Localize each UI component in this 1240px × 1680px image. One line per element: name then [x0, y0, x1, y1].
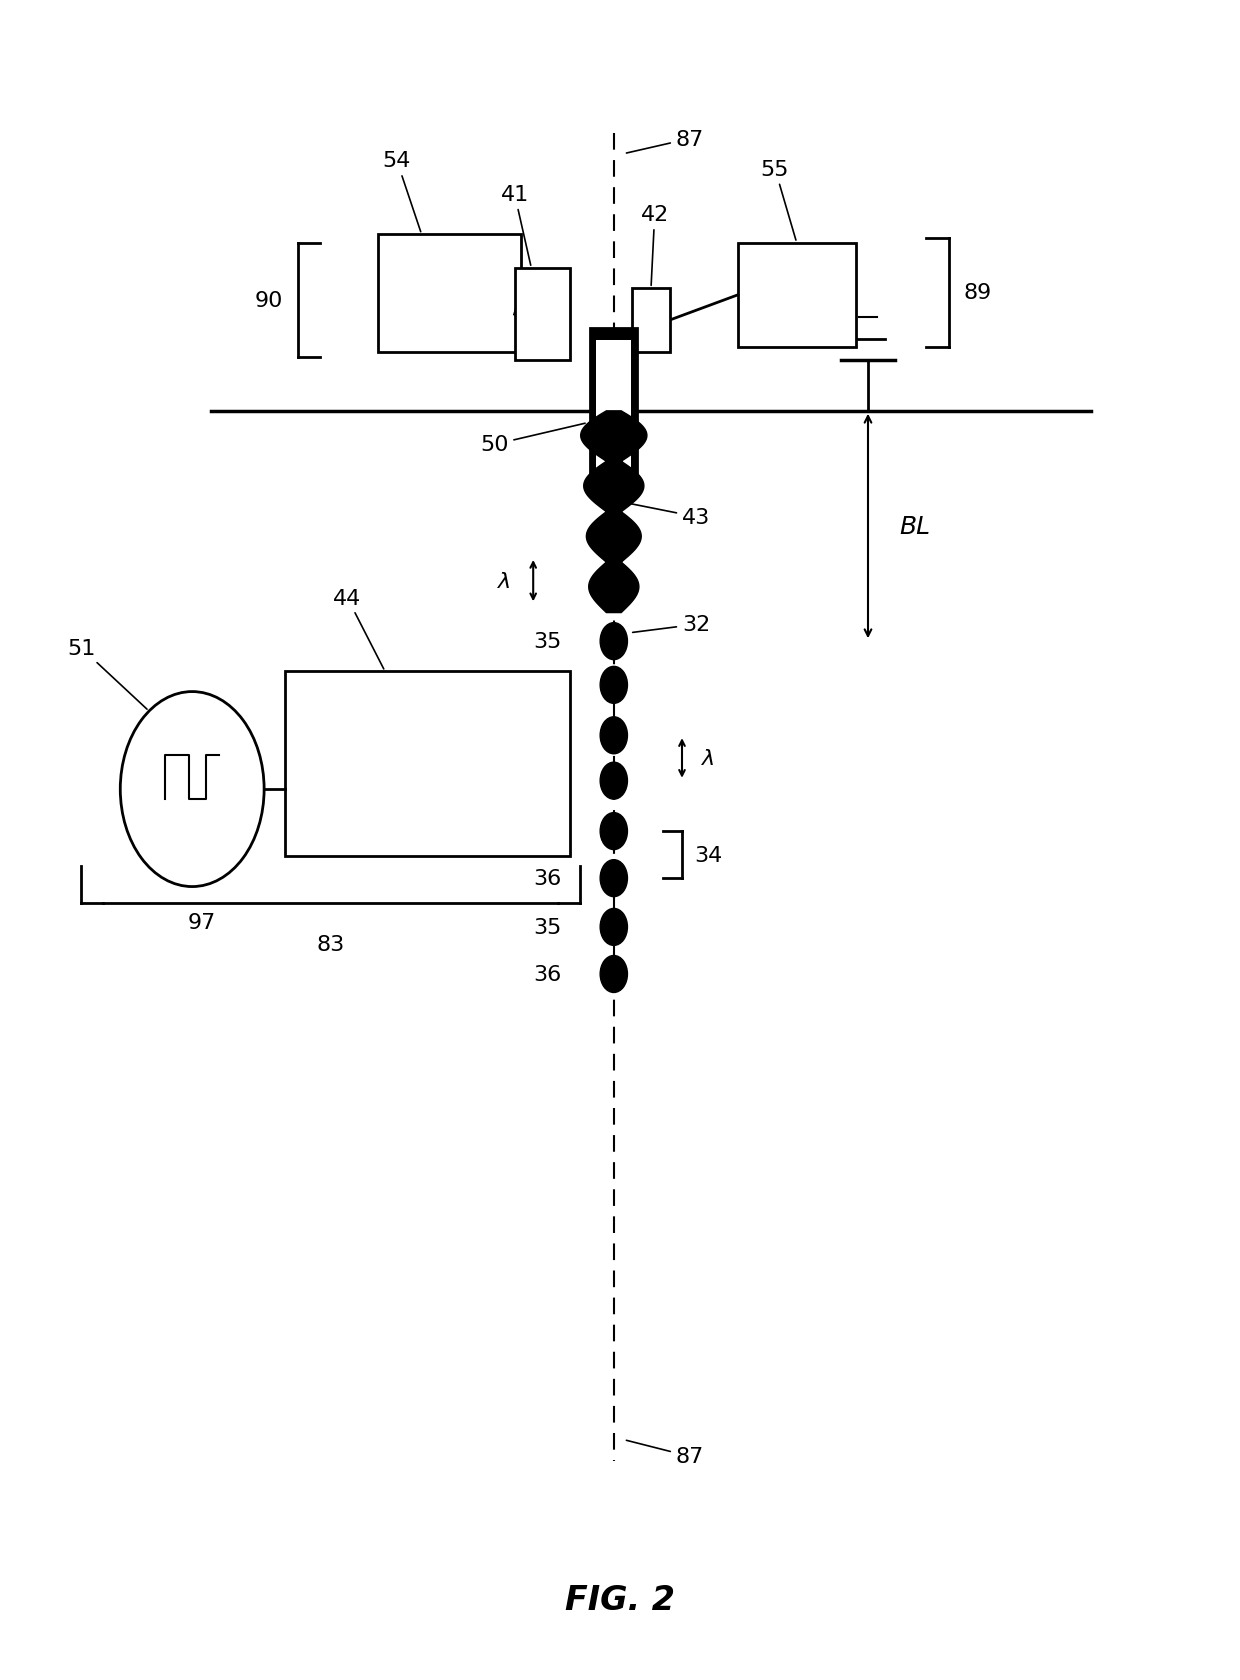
- Bar: [590, 329, 637, 482]
- Text: 89: 89: [963, 284, 992, 302]
- Text: 32: 32: [632, 615, 711, 635]
- Text: 97: 97: [188, 912, 216, 932]
- Circle shape: [600, 956, 627, 993]
- Text: 36: 36: [533, 771, 562, 791]
- Polygon shape: [580, 412, 647, 613]
- Circle shape: [600, 813, 627, 850]
- Circle shape: [600, 667, 627, 704]
- Text: 87: 87: [626, 129, 704, 155]
- Text: 87: 87: [626, 1440, 704, 1467]
- Text: 41: 41: [501, 185, 531, 265]
- Text: 90: 90: [254, 291, 283, 311]
- Text: 44: 44: [334, 588, 383, 670]
- Text: 55: 55: [761, 160, 796, 240]
- Text: 36: 36: [533, 675, 562, 696]
- Text: 35: 35: [533, 632, 562, 652]
- Circle shape: [600, 909, 627, 946]
- Text: 34: 34: [694, 845, 723, 865]
- Circle shape: [600, 717, 627, 754]
- Text: 36: 36: [533, 869, 562, 889]
- Text: FIG. 2: FIG. 2: [565, 1583, 675, 1616]
- Text: 51: 51: [67, 638, 148, 709]
- Text: 43: 43: [631, 504, 711, 528]
- Bar: [515, 269, 570, 361]
- Text: $\lambda$: $\lambda$: [497, 571, 511, 591]
- Bar: [596, 341, 631, 470]
- Bar: [378, 235, 521, 353]
- Bar: [285, 672, 570, 857]
- Text: 42: 42: [641, 205, 668, 286]
- Text: 35: 35: [533, 726, 562, 746]
- Text: 35: 35: [533, 917, 562, 937]
- Bar: [738, 244, 856, 348]
- Text: $\lambda$: $\lambda$: [701, 749, 714, 768]
- Text: 36: 36: [533, 964, 562, 984]
- Text: 50: 50: [480, 423, 585, 455]
- Bar: [632, 289, 670, 353]
- Circle shape: [600, 763, 627, 800]
- Text: 54: 54: [383, 151, 420, 232]
- Text: BL: BL: [899, 514, 930, 539]
- Text: 83: 83: [316, 934, 345, 954]
- Text: 35: 35: [533, 822, 562, 842]
- Circle shape: [600, 623, 627, 660]
- Circle shape: [600, 860, 627, 897]
